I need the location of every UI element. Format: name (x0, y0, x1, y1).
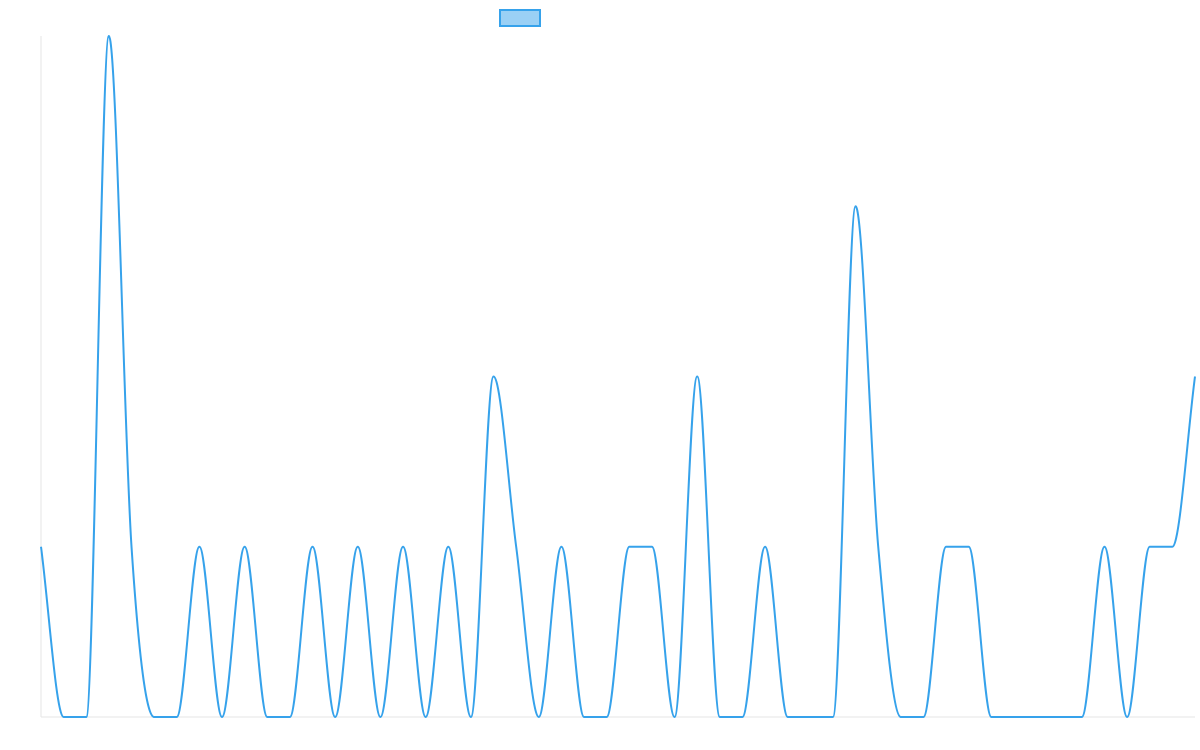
data-point[interactable] (604, 714, 610, 720)
data-point[interactable] (400, 544, 406, 550)
data-point[interactable] (219, 714, 225, 720)
data-point[interactable] (966, 544, 972, 550)
data-point[interactable] (672, 714, 678, 720)
points-layer (38, 33, 1198, 720)
data-point[interactable] (129, 544, 135, 550)
data-point[interactable] (83, 714, 89, 720)
data-point[interactable] (920, 714, 926, 720)
series-line-0 (40, 35, 1196, 719)
data-point[interactable] (717, 714, 723, 720)
data-point[interactable] (739, 714, 745, 720)
data-point[interactable] (785, 714, 791, 720)
data-point[interactable] (491, 374, 497, 380)
data-point[interactable] (1079, 714, 1085, 720)
data-point[interactable] (694, 374, 700, 380)
data-point[interactable] (1101, 544, 1107, 550)
data-point[interactable] (762, 544, 768, 550)
data-point[interactable] (1192, 374, 1198, 380)
data-point[interactable] (853, 203, 859, 209)
data-point[interactable] (898, 714, 904, 720)
data-point[interactable] (264, 714, 270, 720)
data-point[interactable] (242, 544, 248, 550)
data-point[interactable] (988, 714, 994, 720)
data-point[interactable] (649, 544, 655, 550)
data-point[interactable] (1169, 544, 1175, 550)
data-point[interactable] (1056, 714, 1062, 720)
data-point[interactable] (287, 714, 293, 720)
data-point[interactable] (423, 714, 429, 720)
data-point[interactable] (875, 544, 881, 550)
data-point[interactable] (355, 544, 361, 550)
data-point[interactable] (61, 714, 67, 720)
data-point[interactable] (626, 544, 632, 550)
data-point[interactable] (151, 714, 157, 720)
data-point[interactable] (830, 714, 836, 720)
legend-swatch[interactable] (499, 9, 541, 27)
data-point[interactable] (943, 544, 949, 550)
data-point[interactable] (807, 714, 813, 720)
data-point[interactable] (1034, 714, 1040, 720)
data-point[interactable] (468, 714, 474, 720)
data-point[interactable] (196, 544, 202, 550)
data-point[interactable] (445, 544, 451, 550)
data-point[interactable] (310, 544, 316, 550)
data-point[interactable] (558, 544, 564, 550)
data-point[interactable] (174, 714, 180, 720)
data-point[interactable] (332, 714, 338, 720)
data-point[interactable] (106, 33, 112, 39)
data-point[interactable] (1147, 544, 1153, 550)
data-point[interactable] (513, 544, 519, 550)
data-point[interactable] (1124, 714, 1130, 720)
series-layer (40, 35, 1196, 719)
data-point[interactable] (536, 714, 542, 720)
data-point[interactable] (377, 714, 383, 720)
data-point[interactable] (581, 714, 587, 720)
legend[interactable] (499, 9, 541, 27)
data-point[interactable] (1011, 714, 1017, 720)
data-point[interactable] (38, 544, 44, 550)
